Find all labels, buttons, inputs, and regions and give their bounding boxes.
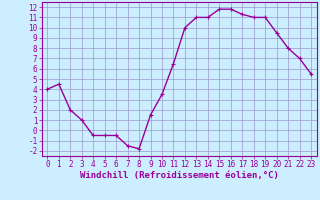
X-axis label: Windchill (Refroidissement éolien,°C): Windchill (Refroidissement éolien,°C) [80,171,279,180]
